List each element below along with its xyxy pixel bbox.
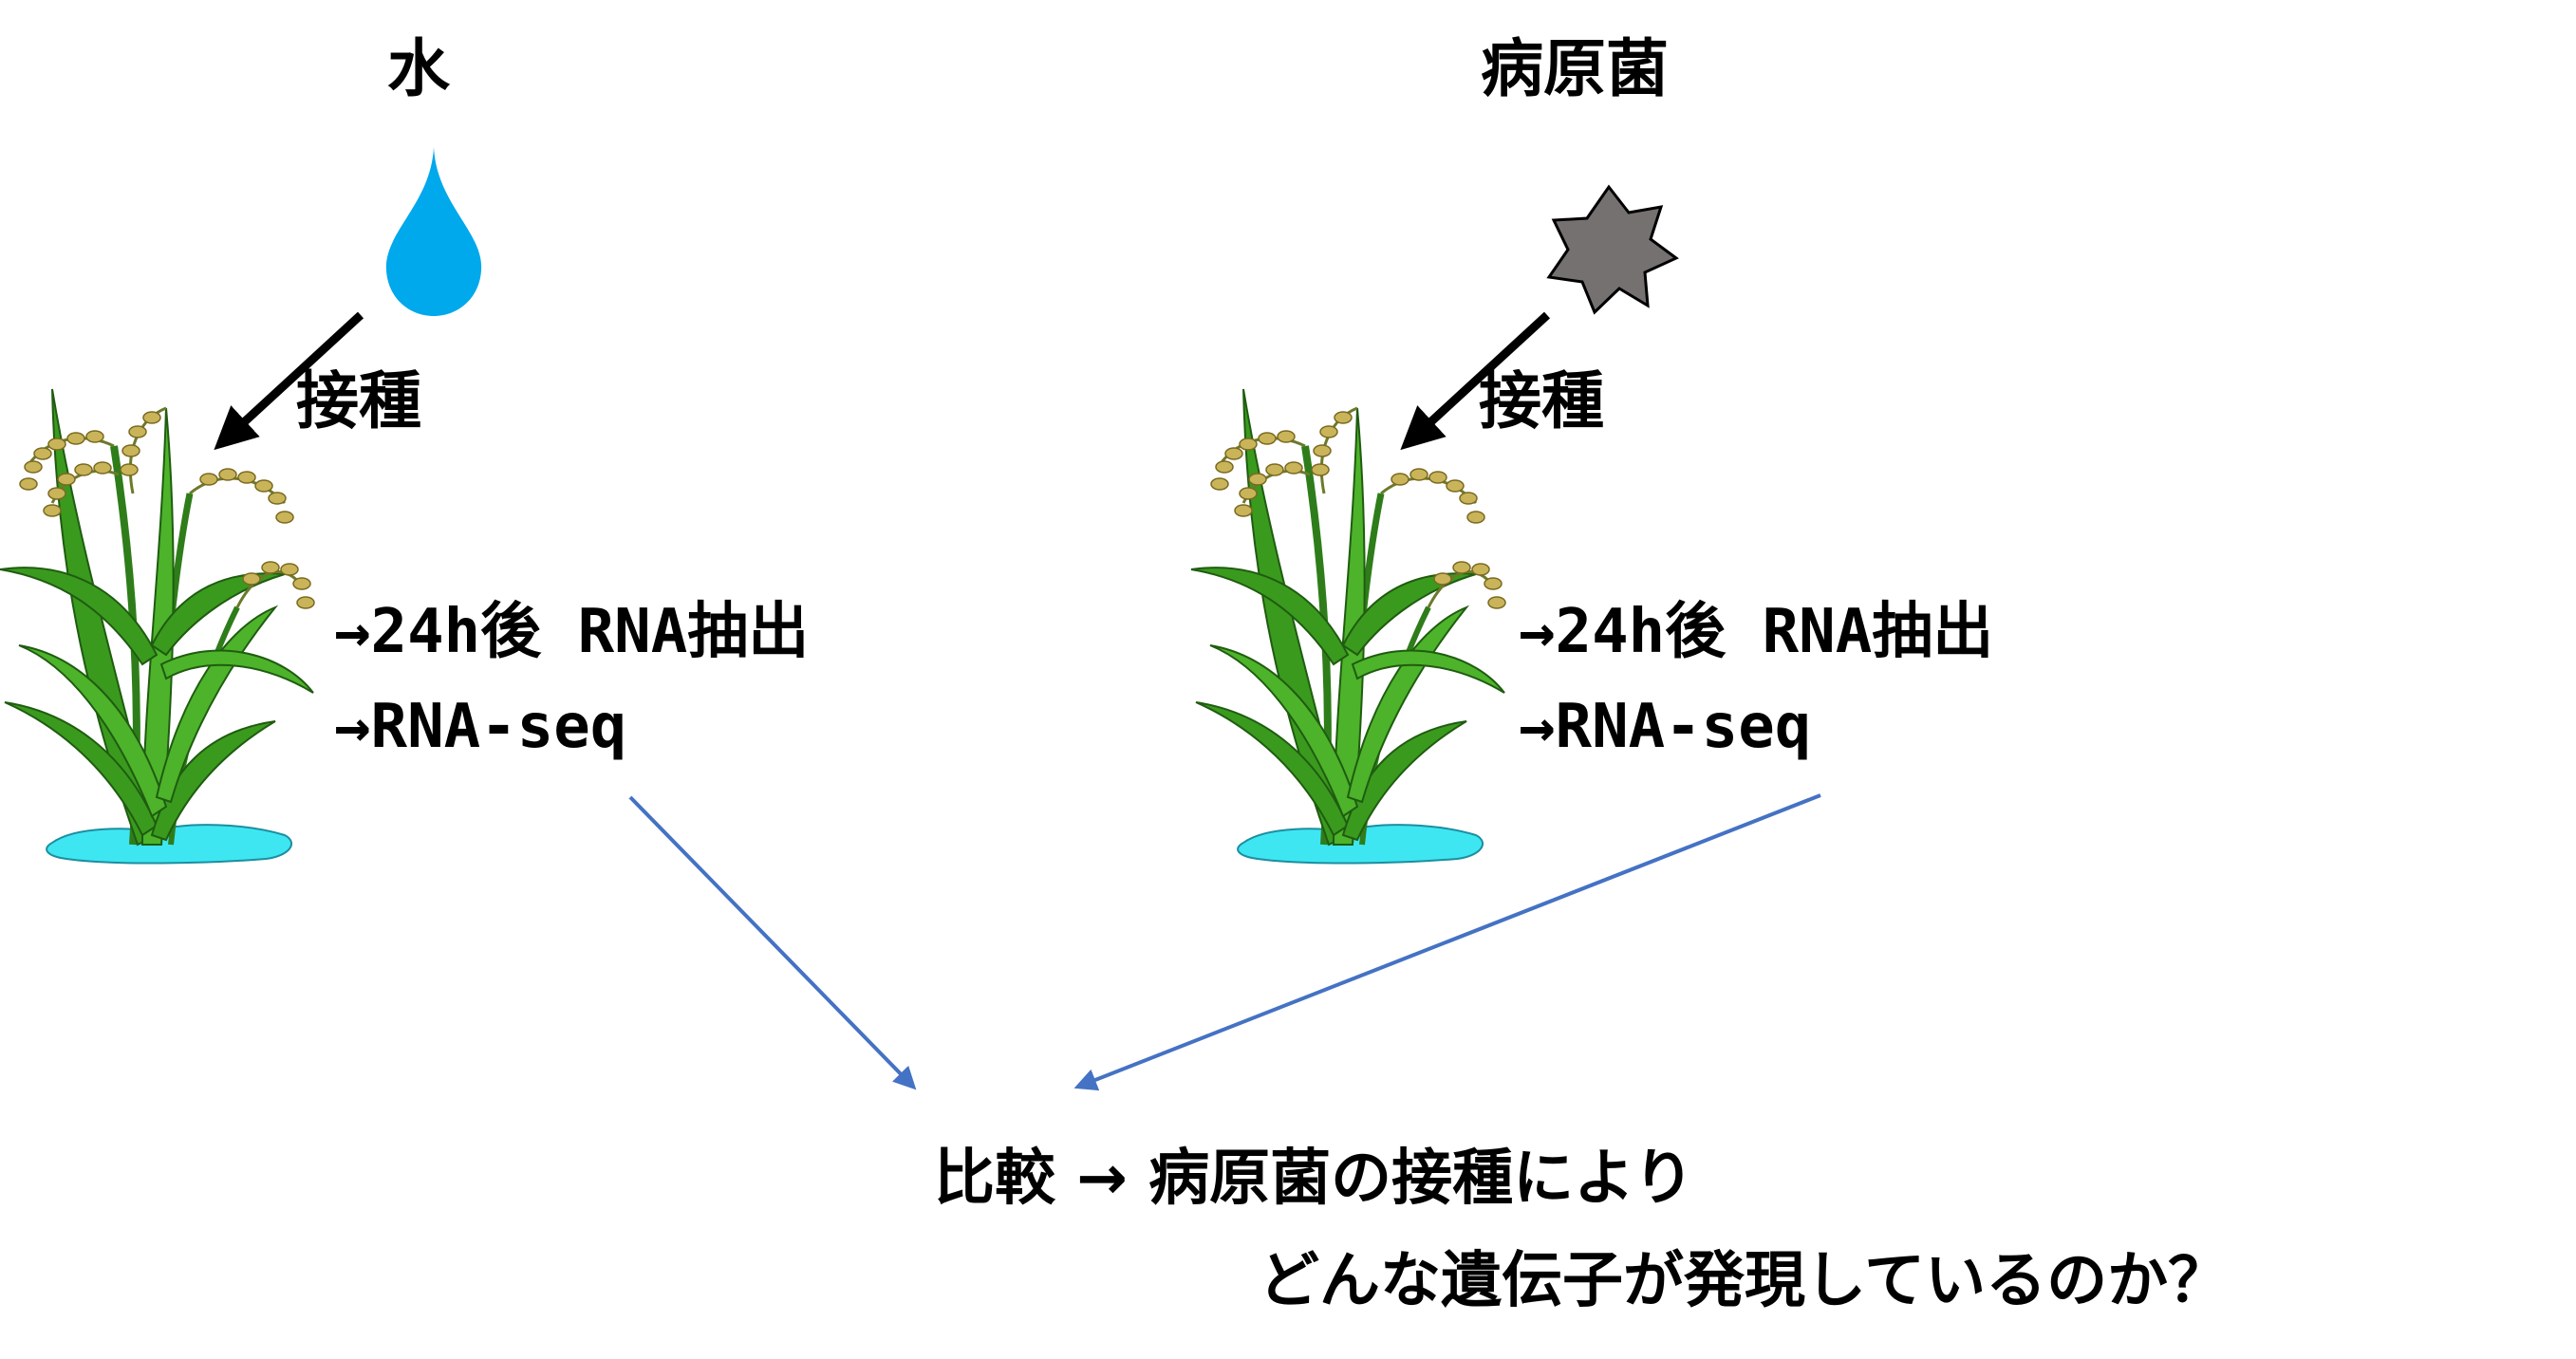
inoculation-arrow-left xyxy=(214,311,364,451)
right-step-rna-seq: →RNA-seq xyxy=(1519,692,1812,762)
comparison-line-2: どんな遺伝子が発現しているのか？ xyxy=(1259,1246,2230,1316)
inoculation-label-left: 接種 xyxy=(296,364,421,437)
left-step-rna-extraction: →24h後 RNA抽出 xyxy=(334,597,810,667)
comparison-line-1: 比較 → 病原菌の接種により xyxy=(934,1144,1694,1214)
pathogen-star-icon xyxy=(1546,184,1679,315)
inoculation-arrow-right xyxy=(1400,311,1551,451)
water-title: 水 xyxy=(387,32,450,105)
inoculation-label-right: 接種 xyxy=(1479,364,1604,437)
left-step-rna-seq: →RNA-seq xyxy=(334,692,627,762)
pathogen-title: 病原菌 xyxy=(1481,32,1669,105)
rice-plant-icon xyxy=(0,389,314,864)
water-drop-icon xyxy=(385,147,482,316)
connector-arrow-right xyxy=(1073,793,1821,1091)
right-step-rna-extraction: →24h後 RNA抽出 xyxy=(1519,597,1994,667)
connector-arrow-left xyxy=(628,795,917,1090)
rice-plant-icon xyxy=(1191,389,1505,864)
